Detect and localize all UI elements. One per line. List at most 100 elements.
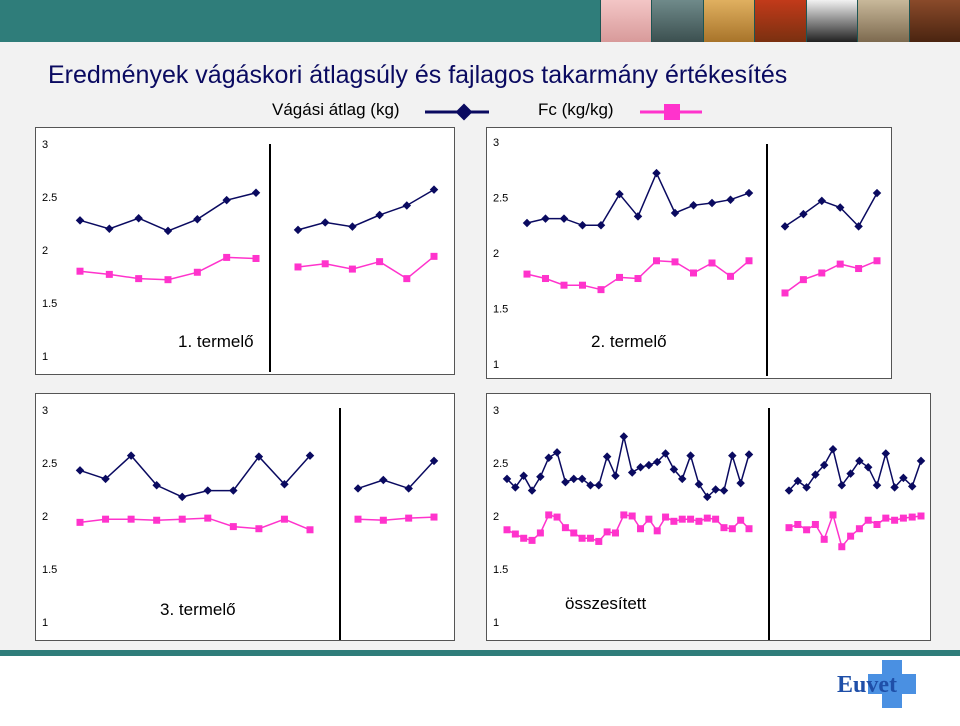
fc-data-point (917, 512, 925, 520)
weight-data-point (686, 451, 695, 460)
fc-data-point (687, 515, 695, 523)
fc-data-point (102, 515, 110, 523)
chart-title-combined: összesített (565, 594, 647, 613)
fc-data-point (794, 520, 802, 528)
fc-data-point (204, 514, 212, 522)
weight-data-point (594, 481, 604, 490)
weight-data-point (105, 224, 114, 234)
y-tick-label: 2 (42, 245, 48, 257)
fc-data-point (628, 512, 636, 520)
weight-data-point (890, 483, 899, 492)
weight-data-point (661, 449, 670, 458)
weight-data-point (899, 473, 908, 483)
euvet-logo: Euvet (837, 660, 916, 708)
weight-data-point (627, 468, 637, 477)
fc-data-point (737, 516, 745, 524)
fc-data-point (553, 513, 561, 521)
fc-data-point (847, 532, 855, 540)
weight-data-point (348, 222, 357, 231)
weight-series-line (784, 192, 878, 228)
fc-series-line (788, 512, 922, 549)
fc-data-point (348, 265, 356, 273)
weight-data-point (522, 218, 532, 228)
weight-data-point (636, 462, 645, 472)
weight-data-point (744, 188, 754, 198)
weight-data-point (569, 474, 579, 484)
fc-data-point (376, 258, 384, 266)
cow-icon (805, 0, 858, 42)
weight-data-point (872, 188, 882, 198)
weight-data-point (736, 478, 745, 488)
fc-data-point (690, 269, 697, 277)
svg-text:Euvet: Euvet (837, 672, 897, 698)
fc-data-point (611, 529, 619, 537)
fc-data-point (864, 516, 872, 524)
weight-data-point (375, 210, 384, 220)
fc-data-point (579, 281, 586, 289)
fc-data-point (306, 526, 314, 534)
horse-icon (908, 0, 960, 42)
fc-data-point (503, 526, 511, 534)
weight-data-point (353, 484, 363, 493)
weight-data-point (703, 492, 712, 502)
weight-data-point (586, 481, 595, 490)
chart-producer-3: 3 2.5 2 1.5 1 (42, 405, 439, 640)
fc-data-point (811, 520, 819, 528)
fc-data-point (873, 257, 881, 265)
chicken-icon (754, 0, 806, 42)
weight-data-point (177, 492, 187, 502)
weight-data-point (644, 460, 654, 470)
fc-data-point (712, 515, 720, 523)
weight-data-point (881, 449, 891, 458)
fc-data-point (728, 525, 736, 533)
weight-data-point (846, 469, 855, 478)
chart-producer-1: 3 2.5 2 1.5 1 (42, 139, 439, 372)
fc-data-point (634, 275, 642, 283)
weight-data-point (293, 225, 303, 235)
weight-data-point (280, 479, 289, 489)
weight-data-point (559, 214, 569, 223)
weight-data-point (305, 451, 315, 460)
fc-data-point (803, 526, 811, 534)
fish-icon (651, 0, 703, 42)
fc-data-point (252, 254, 260, 262)
fc-data-point (105, 270, 113, 278)
weight-data-point (707, 198, 717, 208)
fc-data-point (536, 529, 544, 537)
fc-data-point (799, 276, 807, 284)
weight-series-line (79, 454, 311, 498)
weight-data-point (134, 213, 143, 223)
weight-data-point (552, 448, 562, 457)
weight-data-point (652, 457, 662, 467)
fc-series-line (297, 255, 435, 280)
fc-series-line (784, 260, 878, 294)
weight-series-line (357, 460, 435, 490)
fc-data-point (855, 525, 863, 533)
y-tick-label: 3 (493, 405, 499, 417)
weight-data-point (544, 453, 553, 462)
fc-data-point (280, 515, 288, 523)
fc-data-point (695, 517, 703, 525)
weight-data-point (75, 466, 85, 475)
weight-data-point (670, 208, 680, 218)
y-tick-label: 2 (493, 248, 499, 260)
fc-data-point (785, 524, 793, 532)
fc-data-point (294, 263, 302, 271)
chart-combined: 3 2.5 2 1.5 1 (493, 405, 926, 640)
y-tick-label: 2.5 (493, 458, 508, 470)
fc-data-point (882, 514, 890, 522)
fc-data-point (616, 273, 623, 281)
y-tick-label: 1.5 (42, 564, 57, 576)
legend-marker-fc (640, 104, 702, 120)
fc-data-point (603, 528, 611, 536)
weight-data-point (799, 209, 808, 219)
weight-data-point (726, 195, 735, 204)
slide-title: Eredmények vágáskori átlagsúly és fajlag… (48, 61, 788, 89)
legend-label-fc: Fc (kg/kg) (538, 100, 614, 119)
dog-icon (702, 0, 755, 42)
weight-data-point (596, 221, 606, 230)
fc-data-point (153, 516, 161, 524)
fc-data-point (637, 525, 645, 533)
y-tick-label: 1.5 (493, 304, 508, 316)
y-tick-label: 2.5 (42, 458, 57, 470)
